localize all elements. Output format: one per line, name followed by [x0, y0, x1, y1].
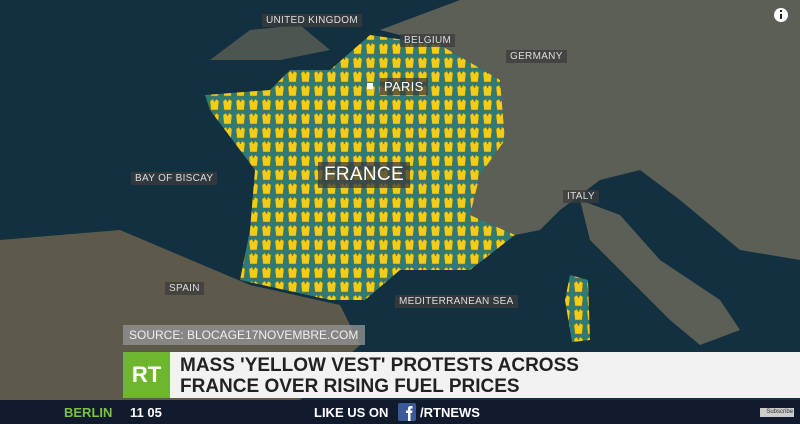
- ticker-city: BERLIN: [64, 405, 113, 420]
- ticker-social: LIKE US ON: [314, 405, 389, 420]
- map-label: SPAIN: [165, 282, 204, 295]
- headline-line: MASS 'YELLOW VEST' PROTESTS ACROSS: [180, 355, 579, 376]
- land-uk: [210, 25, 330, 60]
- map-label: GERMANY: [506, 50, 567, 63]
- info-icon[interactable]: [774, 8, 788, 22]
- ticker-handle: /RTNEWS: [420, 405, 480, 420]
- facebook-icon: [398, 403, 416, 421]
- map-label: FRANCE: [318, 162, 410, 188]
- source-caption: SOURCE: BLOCAGE17NOVEMBRE.COM: [123, 325, 365, 345]
- land-italy: [580, 200, 740, 345]
- map-label: BELGIUM: [400, 34, 456, 47]
- corsica: [565, 275, 590, 342]
- map-label: MEDITERRANEAN SEA: [395, 295, 518, 308]
- logo: RT: [123, 352, 170, 398]
- map-label: BAY OF BISCAY: [131, 172, 218, 185]
- paris-marker: [367, 83, 373, 89]
- map-label: UNITED KINGDOM: [262, 14, 362, 27]
- map-label: ITALY: [563, 190, 599, 203]
- ticker-time: 11 05: [130, 405, 162, 420]
- ticker: BERLIN 11 05 LIKE US ON /RTNEWS Subscrib…: [0, 400, 800, 424]
- land-europe: [380, 0, 800, 260]
- headline-line: FRANCE OVER RISING FUEL PRICES: [180, 376, 520, 397]
- headline: MASS 'YELLOW VEST' PROTESTS ACROSS FRANC…: [170, 352, 800, 398]
- map: [0, 0, 800, 400]
- map-label: PARIS: [380, 78, 428, 95]
- subscribe-button[interactable]: Subscribe: [760, 408, 794, 417]
